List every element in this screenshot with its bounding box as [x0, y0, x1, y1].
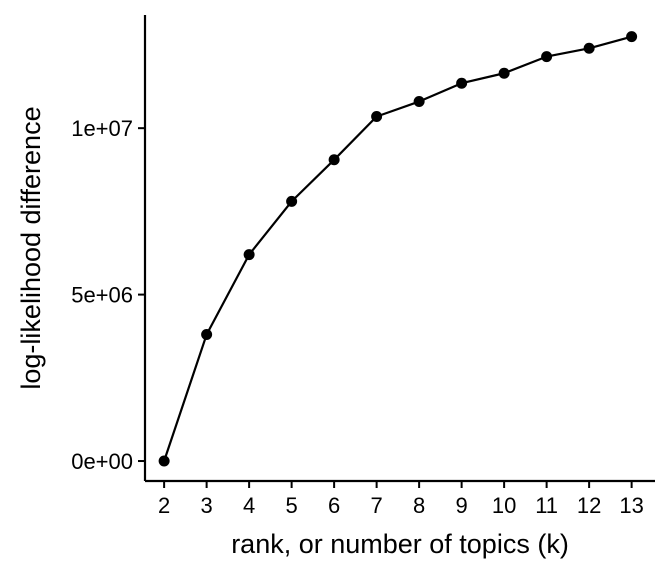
- y-tick-label: 1e+07: [71, 116, 133, 141]
- y-axis-title: log-likelihood difference: [16, 106, 46, 389]
- data-point: [158, 455, 170, 467]
- y-tick-label: 5e+06: [71, 283, 133, 308]
- x-tick-label: 8: [413, 493, 425, 518]
- data-point: [328, 154, 340, 166]
- x-tick-label: 10: [492, 493, 516, 518]
- x-tick-label: 4: [243, 493, 255, 518]
- x-tick-label: 2: [158, 493, 170, 518]
- x-tick-label: 7: [371, 493, 383, 518]
- x-axis-ticks: 2 3 4 5 6 7 8 9 10 11 12 13: [158, 481, 644, 518]
- data-point: [371, 111, 383, 123]
- data-point: [243, 249, 255, 261]
- x-tick-label: 5: [286, 493, 298, 518]
- y-tick-label: 0e+00: [71, 449, 133, 474]
- plot-area: [158, 31, 638, 467]
- data-point: [201, 329, 213, 341]
- x-tick-label: 6: [328, 493, 340, 518]
- series-line: [163, 35, 632, 462]
- data-point: [286, 195, 298, 207]
- data-point: [456, 77, 468, 89]
- data-point: [626, 31, 638, 43]
- x-tick-label: 3: [201, 493, 213, 518]
- y-axis-ticks: 0e+00 5e+06 1e+07: [71, 116, 145, 474]
- data-point: [413, 96, 425, 108]
- x-tick-label: 13: [619, 493, 643, 518]
- data-point: [583, 42, 595, 54]
- x-tick-label: 11: [535, 493, 558, 518]
- data-point: [541, 51, 553, 63]
- data-point: [498, 67, 510, 79]
- x-tick-label: 9: [456, 493, 468, 518]
- x-tick-label: 12: [577, 493, 601, 518]
- x-axis-title: rank, or number of topics (k): [231, 529, 569, 559]
